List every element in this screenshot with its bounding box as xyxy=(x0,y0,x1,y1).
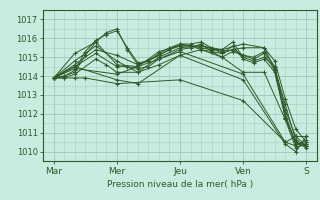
X-axis label: Pression niveau de la mer( hPa ): Pression niveau de la mer( hPa ) xyxy=(107,180,253,189)
